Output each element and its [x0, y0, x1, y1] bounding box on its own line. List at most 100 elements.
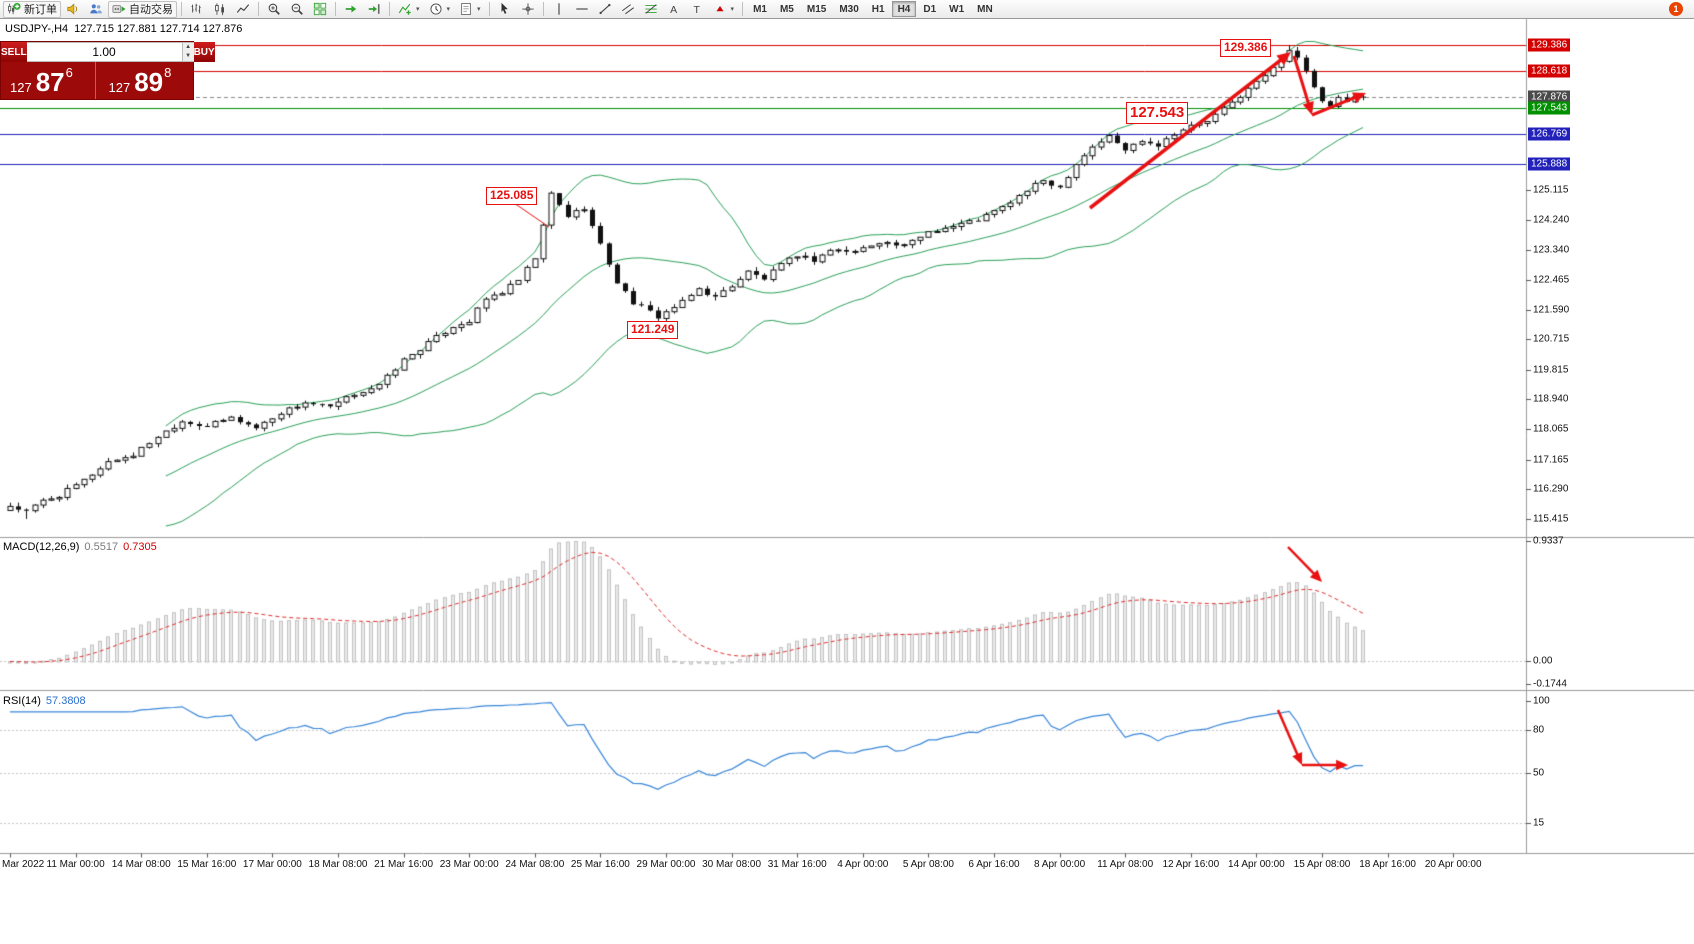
- chart-shift-button[interactable]: [363, 1, 385, 18]
- autotrade-icon: [112, 2, 126, 16]
- sell-price-prefix: 127: [10, 79, 32, 95]
- autoscroll-icon: [344, 2, 358, 16]
- channel-button[interactable]: [617, 1, 639, 18]
- auto-scroll-button[interactable]: [340, 1, 362, 18]
- bars-icon: [190, 2, 204, 16]
- new-order-button-label: 新订单: [24, 4, 57, 16]
- arrows-icon: [713, 2, 727, 16]
- trendline-button[interactable]: [594, 1, 616, 18]
- sell-button[interactable]: SELL: [1, 42, 27, 62]
- chart-line-button[interactable]: [232, 1, 254, 18]
- macd-main-value: 0.5517: [84, 541, 119, 553]
- tf-w1-label: W1: [949, 3, 965, 15]
- community-button[interactable]: [85, 1, 107, 18]
- rsi-value: 57.3808: [45, 695, 86, 707]
- order-controls-row: SELL ▲ ▼ BUY: [1, 42, 215, 62]
- tf-w1[interactable]: W1: [943, 1, 970, 17]
- cursor-button[interactable]: [494, 1, 516, 18]
- ohlc-values: 127.715 127.881 127.714 127.876: [74, 23, 243, 35]
- candles-icon: [213, 2, 227, 16]
- toolbar-separator: [742, 2, 744, 16]
- chart-bars-button[interactable]: [186, 1, 208, 18]
- volume-input[interactable]: [26, 43, 182, 61]
- sell-price[interactable]: 127 87 6: [1, 62, 95, 99]
- sound-icon: [66, 2, 80, 16]
- toolbar-separator: [181, 2, 182, 16]
- indicators-icon: [398, 2, 412, 16]
- tf-m1[interactable]: M1: [747, 1, 773, 17]
- svg-text:A: A: [670, 4, 677, 16]
- new-order-icon: [7, 2, 21, 16]
- label-icon: T: [690, 2, 704, 16]
- tf-m5-label: M5: [779, 3, 794, 15]
- tf-m5[interactable]: M5: [774, 1, 800, 17]
- tf-h1-label: H1: [871, 3, 885, 15]
- clock-icon: [429, 2, 443, 16]
- buy-price-prefix: 127: [108, 79, 131, 95]
- tf-d1[interactable]: D1: [917, 1, 942, 17]
- macd-name: MACD(12,26,9): [3, 541, 80, 553]
- tf-h4-label: H4: [897, 3, 911, 15]
- crosshair-button[interactable]: [517, 1, 539, 18]
- tf-mn-label: MN: [977, 3, 993, 15]
- zoom-in-button[interactable]: [263, 1, 285, 18]
- shift-icon: [367, 2, 381, 16]
- sell-price-sup: 6: [65, 65, 73, 80]
- horizontal-line-button[interactable]: [571, 1, 593, 18]
- notification-badge[interactable]: 1: [1669, 2, 1683, 16]
- community-icon: [89, 2, 103, 16]
- chevron-down-icon: ▾: [477, 6, 481, 13]
- buy-button[interactable]: BUY: [193, 42, 215, 62]
- text-icon: A: [667, 2, 681, 16]
- zoom-out-button[interactable]: [286, 1, 308, 18]
- tile-windows-button[interactable]: [309, 1, 331, 18]
- toolbar-separator: [335, 2, 336, 16]
- tf-h1[interactable]: H1: [866, 1, 891, 17]
- toolbar-separator: [542, 2, 544, 16]
- buy-price-big: 89: [134, 67, 164, 98]
- trendline-icon: [598, 2, 612, 16]
- templates-button[interactable]: ▾: [455, 1, 485, 18]
- fibonacci-button[interactable]: [640, 1, 662, 18]
- tf-m1-label: M1: [753, 3, 767, 15]
- cursor-icon: [498, 2, 512, 16]
- tf-m30-label: M30: [839, 3, 859, 15]
- chart-symbol-header: USDJPY-,H4 127.715 127.881 127.714 127.87…: [5, 23, 242, 35]
- buy-price-sup: 8: [164, 65, 172, 80]
- tf-m30[interactable]: M30: [833, 1, 864, 17]
- crosshair-icon: [521, 2, 535, 16]
- macd-signal-value: 0.7305: [123, 541, 157, 553]
- chart-candles-button[interactable]: [209, 1, 231, 18]
- zoom-out-icon: [290, 2, 304, 16]
- chevron-down-icon: ▾: [730, 6, 735, 13]
- indicators-button[interactable]: ▾: [394, 1, 424, 18]
- volume-spinner: ▲ ▼: [181, 43, 194, 61]
- svg-text:T: T: [693, 4, 700, 16]
- text-button[interactable]: A: [663, 1, 685, 18]
- one-click-trading-panel: SELL ▲ ▼ BUY 127 87 6 127 89 8: [0, 41, 215, 100]
- sound-alert-button[interactable]: [62, 1, 84, 18]
- chevron-down-icon: ▾: [416, 6, 420, 13]
- label-button[interactable]: T: [686, 1, 708, 18]
- vline-icon: [552, 2, 566, 16]
- tf-m15[interactable]: M15: [801, 1, 832, 17]
- volume-increase-button[interactable]: ▲: [182, 43, 194, 52]
- periods-button[interactable]: ▾: [425, 1, 455, 18]
- channel-icon: [621, 2, 635, 16]
- arrows-button[interactable]: ▾: [709, 1, 739, 18]
- tf-mn[interactable]: MN: [971, 1, 999, 17]
- tf-m15-label: M15: [806, 3, 827, 15]
- sell-price-big: 87: [35, 67, 65, 98]
- vertical-line-button[interactable]: [548, 1, 570, 18]
- autotrading-button[interactable]: 自动交易: [108, 0, 177, 18]
- main-toolbar: 新订单 自动交易 ▾ ▾ ▾ A T ▾ M1 M5 M15 M30 H1 H4 D1 W1 MN 1: [0, 0, 1694, 19]
- new-order-button[interactable]: 新订单: [3, 0, 61, 18]
- tf-d1-label: D1: [923, 3, 937, 15]
- autotrading-button-label: 自动交易: [129, 4, 173, 16]
- bid-ask-display: 127 87 6 127 89 8: [1, 62, 193, 99]
- volume-decrease-button[interactable]: ▼: [182, 52, 194, 61]
- tf-h4[interactable]: H4: [891, 1, 917, 17]
- buy-price[interactable]: 127 89 8: [94, 62, 194, 99]
